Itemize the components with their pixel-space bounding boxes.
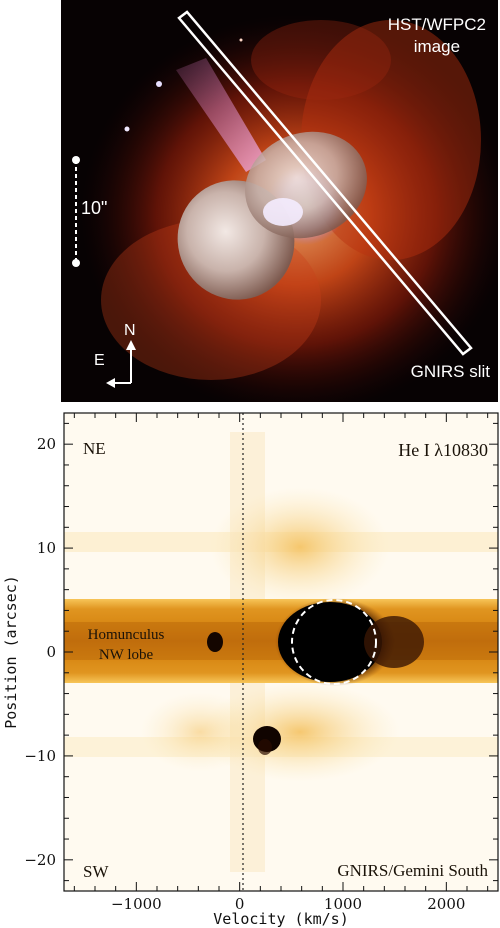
- y-tick-label: 20: [37, 435, 56, 453]
- y-tick-label: −20: [24, 851, 56, 869]
- x-tick-label: −1000: [111, 895, 162, 913]
- x-tick-label: 1000: [324, 895, 362, 913]
- ne-label: NE: [83, 439, 106, 458]
- instrument-name: HST/WFPC2: [387, 15, 486, 34]
- hst-image-panel: HST/WFPC2 image 10" GNIRS slit N E: [61, 0, 498, 402]
- position-velocity-plot: −1000 0 1000 2000 −20 −10 0 10 20 NE SW He I λ1…: [2, 412, 499, 928]
- y-axis-title: Position (arcsec): [2, 575, 20, 729]
- y-tick-label: 0: [46, 643, 56, 661]
- feature-label-line1: Homunculus: [88, 627, 165, 643]
- instrument-label-plot: GNIRS/Gemini South: [337, 861, 488, 880]
- compass-east-label: E: [94, 352, 105, 369]
- line-label: He I λ10830: [398, 440, 488, 460]
- scale-bar-label: 10": [81, 198, 108, 218]
- image-caption: image: [413, 37, 461, 56]
- y-tick-label: −10: [24, 747, 56, 765]
- slit-label: GNIRS slit: [410, 362, 490, 381]
- y-tick-label: 10: [37, 539, 56, 557]
- x-axis-title: Velocity (km/s): [213, 910, 348, 928]
- feature-label-line2: NW lobe: [99, 647, 154, 663]
- spectrum-image: [64, 413, 498, 891]
- y-axis: −20 −10 0 10 20: [24, 422, 498, 882]
- x-tick-label: 2000: [427, 895, 465, 913]
- sw-label: SW: [83, 862, 109, 881]
- x-axis: −1000 0 1000 2000: [73, 413, 489, 913]
- instrument-label: HST/WFPC2 image: [388, 14, 486, 58]
- nebula-image: [61, 0, 498, 402]
- highlight-circle: [291, 599, 377, 685]
- x-tick-label: 0: [235, 895, 245, 913]
- compass-north-label: N: [124, 322, 136, 339]
